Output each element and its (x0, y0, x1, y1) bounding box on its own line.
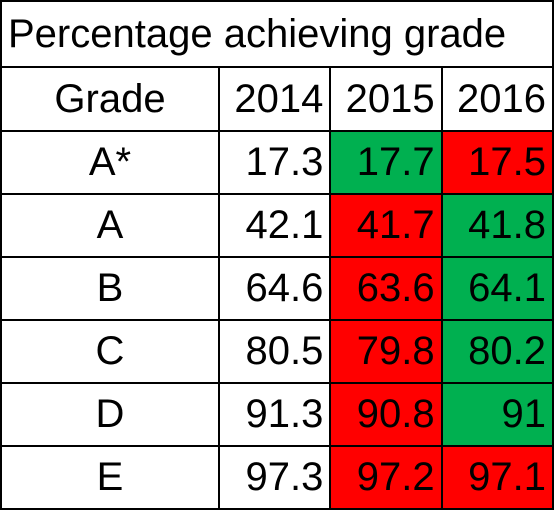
grade-cell: A* (0, 130, 220, 195)
value-cell-2016: 97.1 (440, 445, 554, 510)
grade-cell: A (0, 193, 220, 258)
column-header-2015: 2015 (329, 66, 443, 132)
grade-cell: B (0, 256, 220, 321)
table-row: D 91.3 90.8 91 (0, 382, 554, 447)
value-cell-2015: 97.2 (329, 445, 443, 510)
value-cell-2014: 91.3 (217, 382, 332, 447)
grade-cell: E (0, 445, 220, 510)
value-cell-2015: 41.7 (329, 193, 443, 258)
table-row: A* 17.3 17.7 17.5 (0, 130, 554, 195)
column-header-2014: 2014 (217, 66, 332, 132)
value-cell-2016: 91 (440, 382, 554, 447)
value-cell-2016: 80.2 (440, 319, 554, 384)
grade-cell: D (0, 382, 220, 447)
value-cell-2016: 41.8 (440, 193, 554, 258)
value-cell-2015: 79.8 (329, 319, 443, 384)
value-cell-2014: 17.3 (217, 130, 332, 195)
value-cell-2016: 64.1 (440, 256, 554, 321)
value-cell-2015: 90.8 (329, 382, 443, 447)
header-row: Grade 2014 2015 2016 (0, 66, 554, 132)
table-body: A* 17.3 17.7 17.5 A 42.1 41.7 41.8 B 64.6 63.6 64.1… (0, 130, 554, 510)
value-cell-2014: 42.1 (217, 193, 332, 258)
table-row: C 80.5 79.8 80.2 (0, 319, 554, 384)
column-header-2016: 2016 (440, 66, 554, 132)
grade-cell: C (0, 319, 220, 384)
column-header-grade: Grade (0, 66, 220, 132)
table-title: Percentage achieving grade (0, 0, 554, 68)
value-cell-2014: 80.5 (217, 319, 332, 384)
value-cell-2015: 63.6 (329, 256, 443, 321)
value-cell-2014: 97.3 (217, 445, 332, 510)
value-cell-2015: 17.7 (329, 130, 443, 195)
table-row: B 64.6 63.6 64.1 (0, 256, 554, 321)
table-row: E 97.3 97.2 97.1 (0, 445, 554, 510)
table-row: A 42.1 41.7 41.8 (0, 193, 554, 258)
value-cell-2014: 64.6 (217, 256, 332, 321)
value-cell-2016: 17.5 (440, 130, 554, 195)
